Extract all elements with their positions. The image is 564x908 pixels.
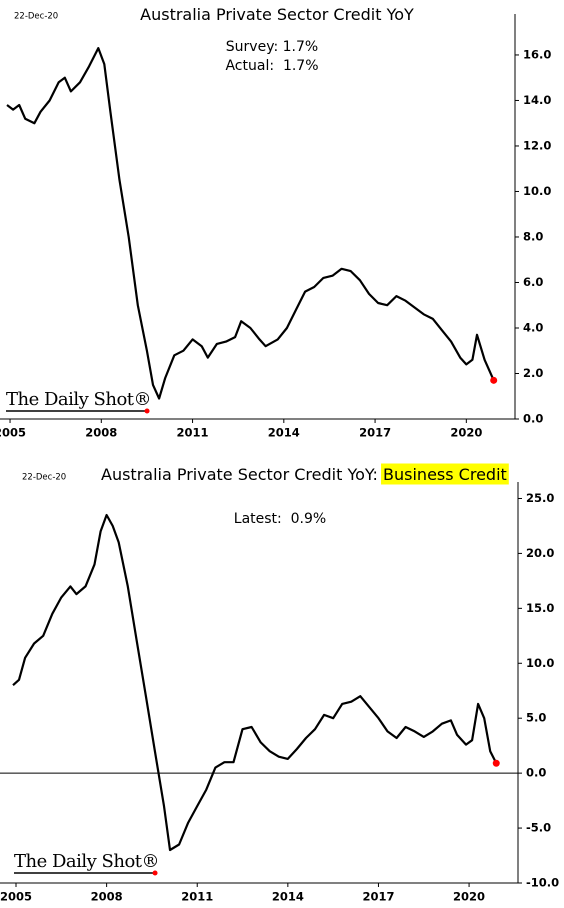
y-tick-label: 16.0: [523, 47, 551, 61]
x-tick-label: 2017: [362, 890, 394, 904]
annotation: Survey: 1.7%: [226, 39, 318, 55]
x-tick-label: 2017: [359, 426, 391, 440]
y-tick-label: -10.0: [526, 876, 559, 890]
y-tick-label: 15.0: [526, 601, 554, 615]
y-tick-label: 12.0: [523, 138, 551, 152]
y-tick-label: 10.0: [523, 184, 551, 198]
y-tick-label: 6.0: [523, 275, 543, 289]
x-tick-label: 2005: [0, 426, 26, 440]
y-tick-label: 2.0: [523, 366, 543, 380]
last-point: [492, 759, 500, 767]
chart-title: Australia Private Sector Credit YoY: [140, 5, 414, 24]
date-label: 22-Dec-20: [14, 12, 58, 22]
date-label: 22-Dec-20: [22, 473, 66, 483]
data-line: [12, 513, 498, 852]
y-tick-label: -5.0: [526, 821, 551, 835]
x-tick-label: 2014: [268, 426, 300, 440]
y-tick-label: 25.0: [526, 491, 554, 505]
title-text: Australia Private Sector Credit YoY:: [101, 465, 378, 484]
source-watermark: The Daily Shot®: [14, 851, 159, 872]
y-tick-label: 10.0: [526, 656, 554, 670]
x-tick-label: 2011: [181, 890, 213, 904]
y-tick-label: 8.0: [523, 229, 543, 243]
y-tick-label: 0.0: [526, 766, 546, 780]
annotation: Actual: 1.7%: [225, 58, 318, 74]
y-tick-label: 20.0: [526, 546, 554, 560]
annotation: Latest: 0.9%: [234, 511, 326, 527]
data-line: [6, 47, 495, 400]
y-tick-label: 14.0: [523, 93, 551, 107]
x-tick-label: 2005: [0, 890, 32, 904]
source-watermark: The Daily Shot®: [6, 389, 151, 410]
x-tick-label: 2008: [91, 890, 123, 904]
y-tick-label: 5.0: [526, 711, 546, 725]
x-tick-label: 2020: [453, 890, 485, 904]
title-highlight: Business Credit: [383, 465, 507, 484]
watermark-dot: [152, 870, 158, 876]
x-tick-label: 2014: [272, 890, 304, 904]
x-tick-label: 2011: [177, 426, 209, 440]
x-tick-label: 2008: [85, 426, 117, 440]
highlight-box: [381, 463, 509, 485]
title-text: Australia Private Sector Credit YoY: [140, 5, 414, 24]
y-tick-label: 4.0: [523, 320, 543, 334]
x-tick-label: 2020: [450, 426, 482, 440]
chart-title: Australia Private Sector Credit YoY: Bus…: [101, 465, 507, 484]
last-point: [490, 376, 498, 384]
y-tick-label: 0.0: [523, 412, 543, 426]
watermark-dot: [144, 408, 150, 414]
